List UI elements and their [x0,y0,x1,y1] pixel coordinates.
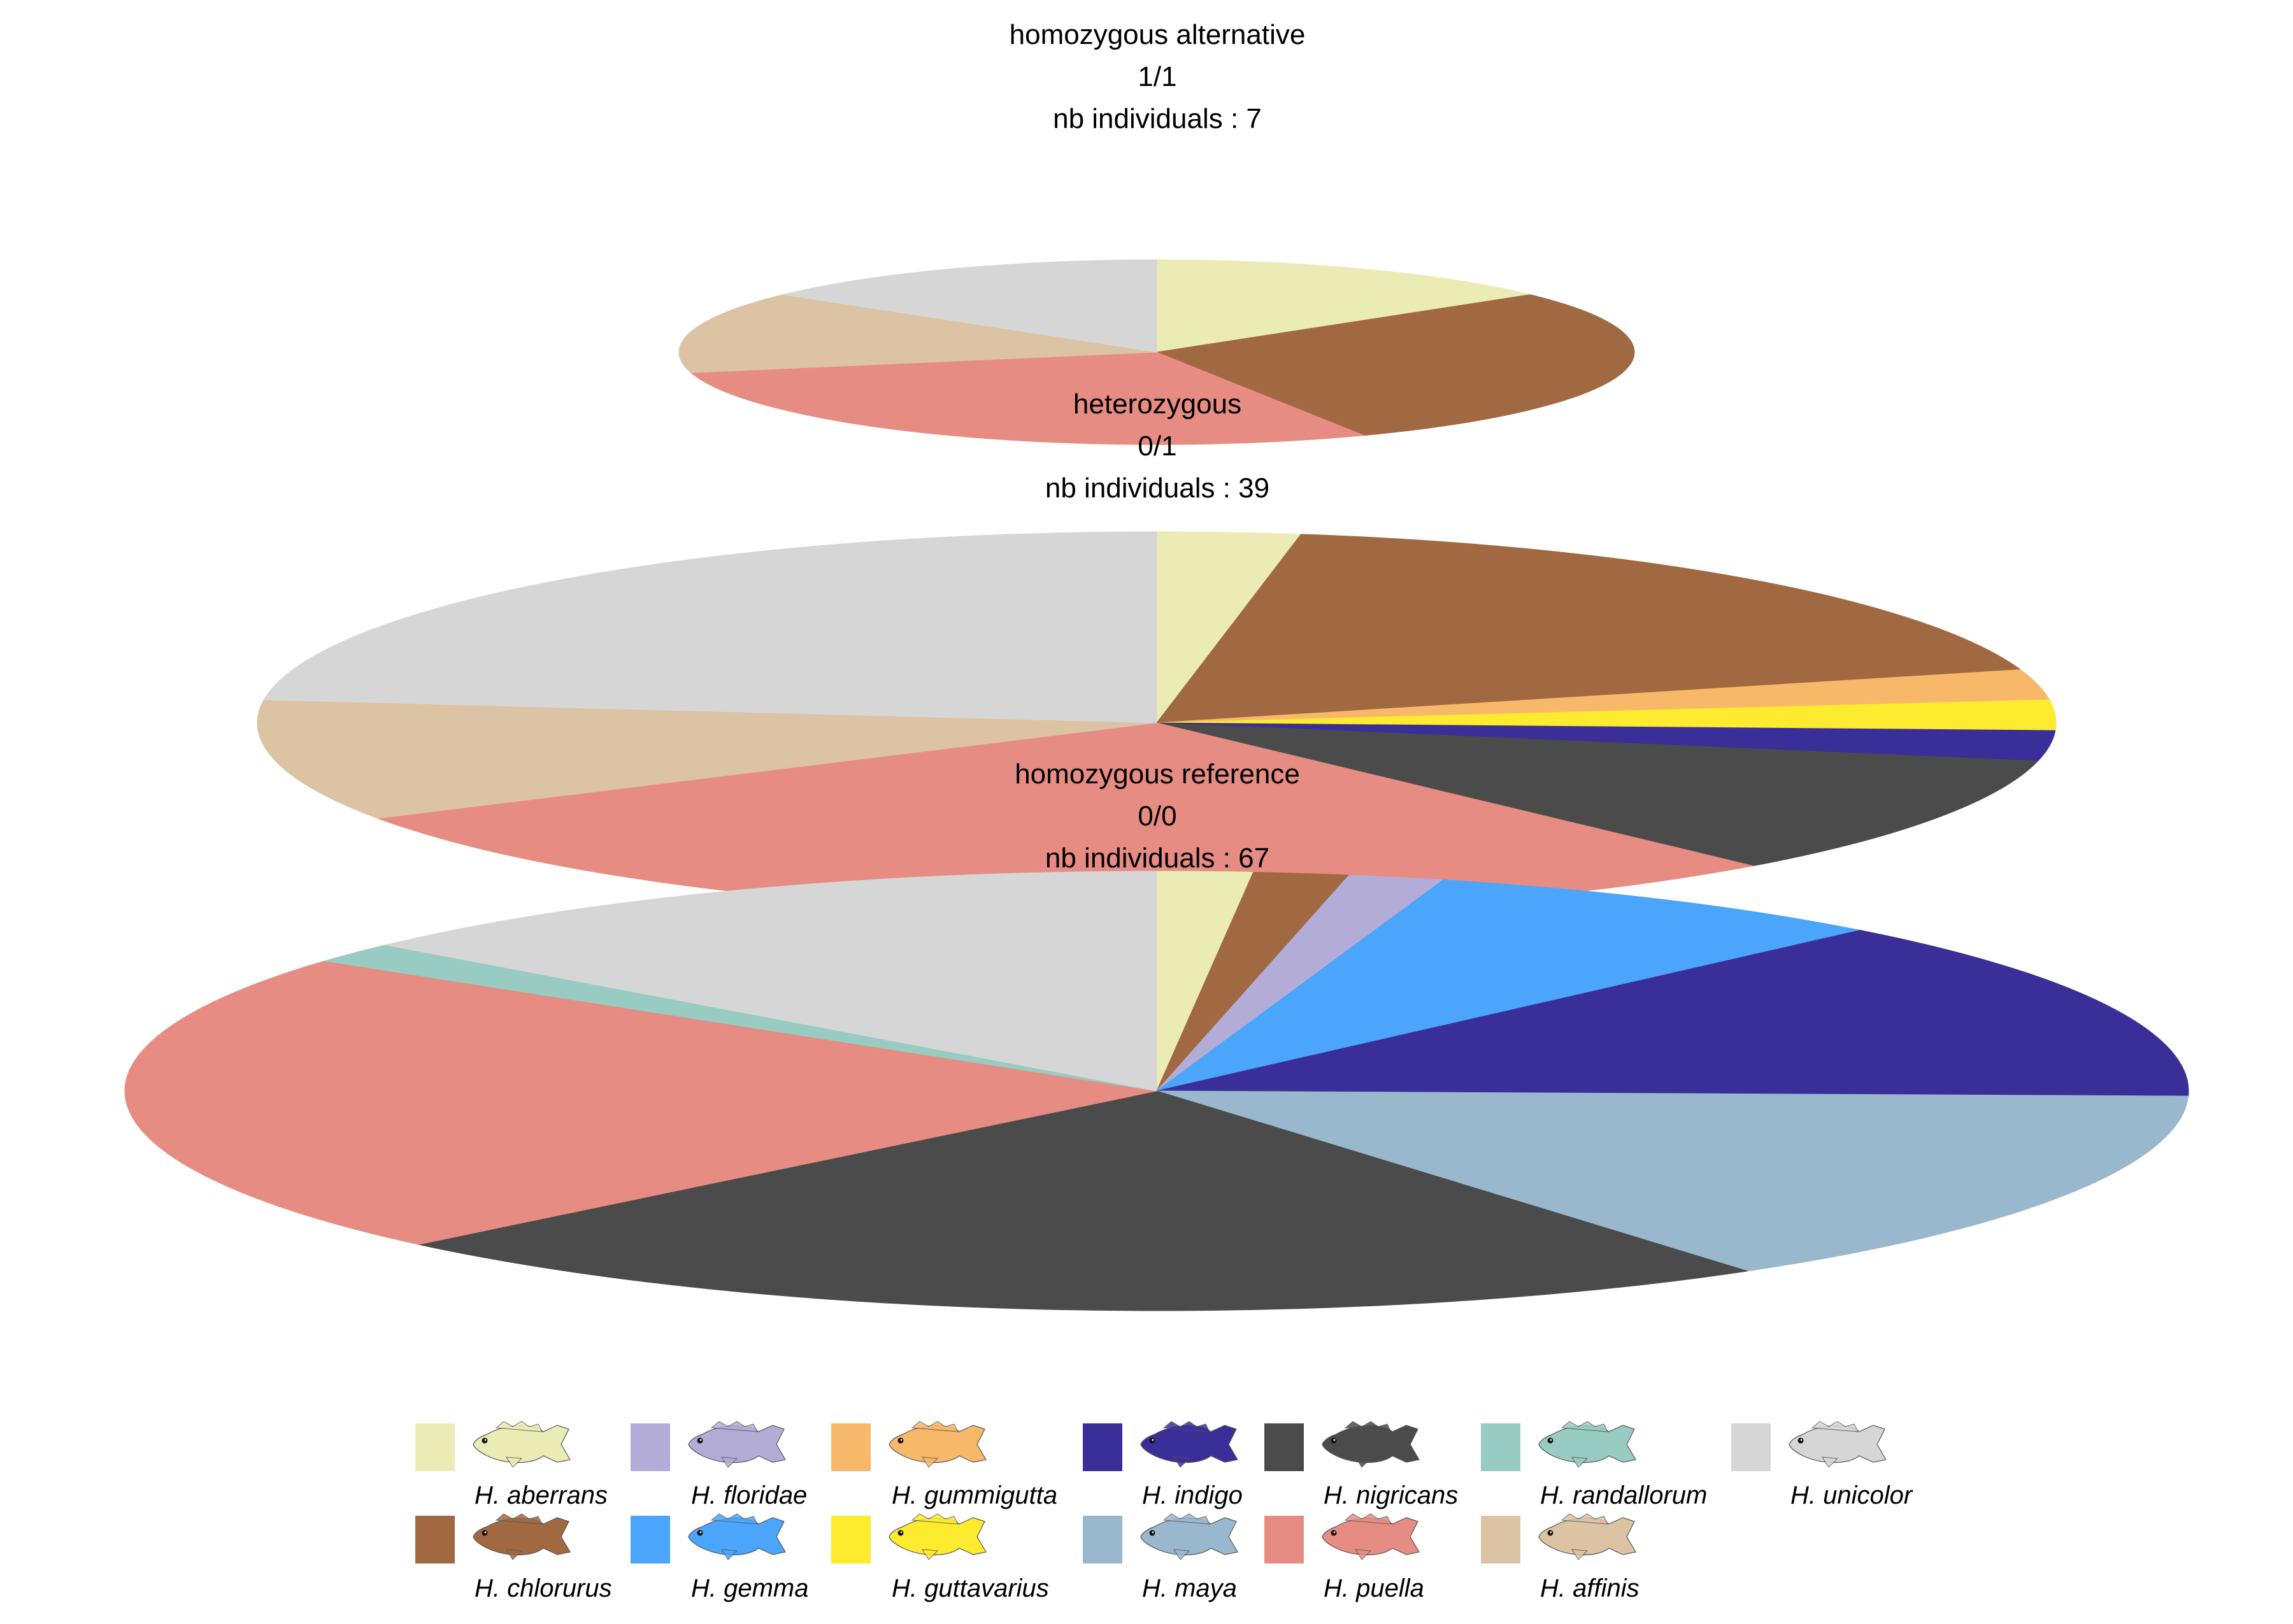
pie-slice-h-aberrans [1156,259,1531,353]
legend-label: H. floridae [691,1481,808,1509]
pie-title-heterozygous: heterozygous 0/1 nb individuals : 39 [871,383,1444,509]
legend-label: H. gemma [691,1574,809,1602]
pie-slice-h-indigo [1156,930,2189,1097]
legend-fish [683,1513,792,1565]
legend-label: H. gummigutta [892,1481,1058,1509]
fish-icon [1322,1513,1420,1560]
legend-label: H. puella [1324,1574,1424,1602]
pie-slice-h-unicolor [263,531,1157,723]
legend-label: H. chlorurus [475,1574,612,1602]
legend-swatch [1264,1423,1304,1471]
pie-slice-h-affinis [678,294,1157,373]
pie-slice-h-chlorurus [1155,534,2022,723]
legend-swatch [415,1423,455,1471]
pie-slice-h-puella [124,960,1157,1245]
fish-icon [1140,1513,1238,1560]
pie-title-line: nb individuals : 67 [1045,843,1270,874]
fish-icon [1538,1421,1636,1468]
legend-fish [1534,1420,1642,1473]
legend-fish [1136,1420,1244,1473]
legend-fish [884,1513,992,1565]
pie-title-homozygous-alternative: homozygous alternative 1/1 nb individual… [871,14,1444,140]
legend-swatch [831,1423,871,1471]
fish-icon [889,1421,987,1468]
legend-label: H. maya [1142,1574,1237,1602]
pie-slice-h-unicolor [783,259,1157,353]
pie-slice-h-puella [690,352,1364,445]
legend-fish [1317,1513,1425,1565]
pie-slice-h-chlorurus [1155,294,1635,436]
pie-1 [678,259,1635,445]
legend-label: H. indigo [1142,1481,1243,1509]
legend-label: H. randallorum [1540,1481,1708,1509]
legend-fish [1784,1420,1892,1473]
legend-swatch [1481,1423,1520,1471]
legend-swatch [1083,1516,1122,1563]
legend-swatch [631,1423,670,1471]
pie-3 [124,871,2189,1311]
pie-title-homozygous-reference: homozygous reference 0/0 nb individuals … [871,753,1444,880]
pie-slice-h-unicolor [385,871,1157,1092]
pie-title-line: nb individuals : 39 [1045,473,1270,504]
legend-swatch [1731,1423,1771,1471]
fish-icon [688,1513,786,1560]
legend-fish [884,1420,992,1473]
legend-fish [683,1420,792,1473]
legend-fish [1317,1420,1425,1473]
pie-title-line: homozygous alternative [1009,19,1306,50]
fish-icon [1322,1421,1420,1468]
pie-title-line: nb individuals : 7 [1053,103,1262,134]
legend-label: H. guttavarius [892,1574,1049,1602]
pie-title-line: heterozygous [1073,388,1242,420]
pie-slice-h-nigricans [1156,722,2039,867]
legend-label: H. unicolor [1790,1481,1913,1509]
legend-swatch [631,1516,670,1563]
pie-slice-h-nigricans [418,1090,1748,1311]
legend-swatch [1481,1516,1520,1563]
legend-label: H. affinis [1540,1574,1639,1602]
pie-title-line: homozygous reference [1015,759,1300,790]
fish-icon [688,1421,786,1468]
legend-swatch [1264,1516,1304,1563]
legend-swatch [415,1516,455,1563]
legend-label: H. nigricans [1324,1481,1459,1509]
legend-fish [1136,1513,1244,1565]
legend-fish [468,1420,576,1473]
pie-title-line: 1/1 [1138,61,1177,92]
legend-swatch [1083,1423,1122,1471]
fish-icon [473,1421,571,1468]
pie-title-line: 0/1 [1138,431,1177,462]
fish-icon [1789,1421,1887,1468]
pie-slice-h-affinis [257,699,1157,819]
pie-2 [257,531,2057,915]
legend-fish [1534,1513,1642,1565]
pie-title-line: 0/0 [1138,801,1177,832]
legend-fish [468,1513,576,1565]
fish-icon [473,1513,571,1560]
fish-icon [1140,1421,1238,1468]
pie-slice-h-maya [1156,1090,2189,1272]
pie-slice-h-gemma [1156,880,1861,1092]
legend-label: H. aberrans [475,1481,608,1509]
legend-swatch [831,1516,871,1563]
fish-icon [889,1513,987,1560]
fish-icon [1538,1513,1636,1560]
